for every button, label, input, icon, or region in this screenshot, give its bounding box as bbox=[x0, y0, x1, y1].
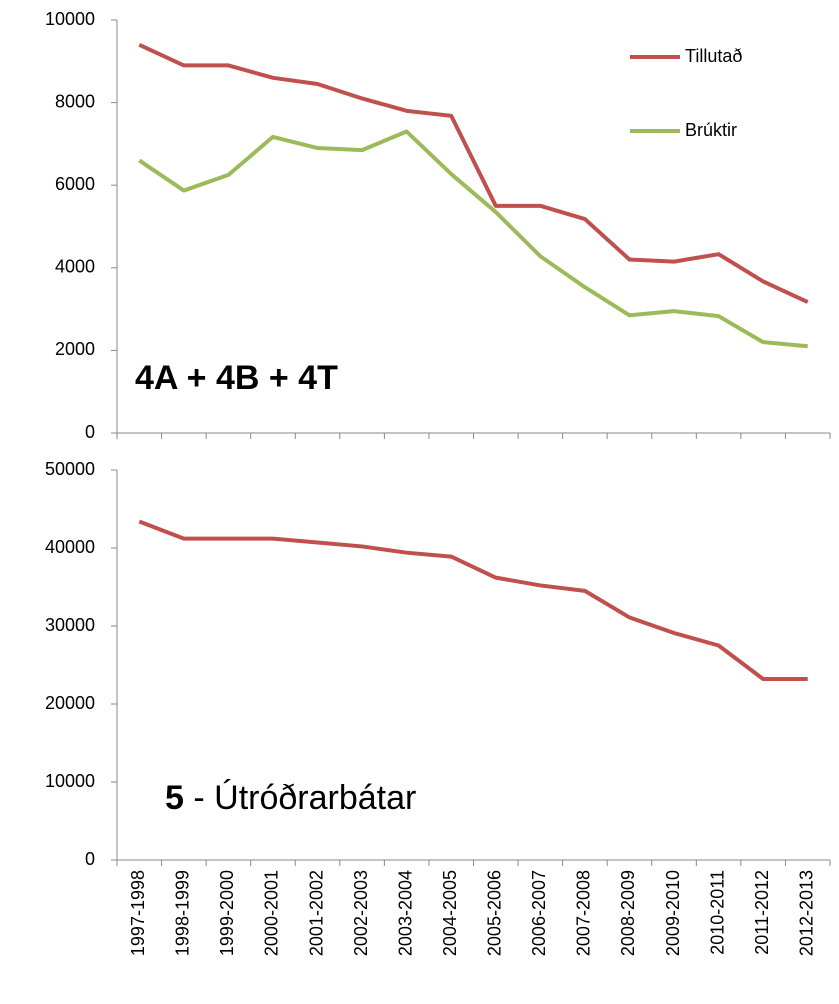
x-tick-label: 2010-2011 bbox=[707, 870, 727, 955]
y-tick-label: 4000 bbox=[55, 257, 95, 277]
x-tick-label: 2004-2005 bbox=[440, 870, 460, 956]
x-tick-label: 2007-2008 bbox=[574, 870, 594, 956]
y-tick-label: 0 bbox=[85, 849, 95, 869]
line bbox=[138, 129, 808, 349]
x-tick-label: 2000-2001 bbox=[262, 870, 282, 956]
line bbox=[138, 42, 809, 304]
x-tick-label: 1998-1999 bbox=[173, 870, 193, 956]
x-tick-label: 2006-2007 bbox=[529, 870, 549, 956]
y-tick-label: 10000 bbox=[45, 771, 95, 791]
y-tick-label: 40000 bbox=[45, 537, 95, 557]
y-tick-label: 10000 bbox=[45, 9, 95, 29]
annotation-bold: 4A + 4B + 4T bbox=[135, 359, 338, 397]
x-tick-label: 1997-1998 bbox=[128, 870, 148, 956]
x-tick-label: 2011-2012 bbox=[752, 870, 772, 955]
y-tick-label: 20000 bbox=[45, 693, 95, 713]
annotation-bold: 5 bbox=[165, 779, 184, 817]
x-tick-label: 2002-2003 bbox=[351, 870, 371, 956]
y-tick-label: 50000 bbox=[45, 459, 95, 479]
y-tick-label: 30000 bbox=[45, 615, 95, 635]
x-tick-label: 2009-2010 bbox=[663, 870, 683, 956]
annotation: 4A + 4B + 4T bbox=[135, 359, 338, 397]
y-tick-label: 8000 bbox=[55, 91, 95, 111]
annotation-text: - Útróðrarbátar bbox=[184, 779, 416, 817]
line bbox=[138, 519, 808, 682]
x-tick-label: 2008-2009 bbox=[618, 870, 638, 956]
y-tick-label: 0 bbox=[85, 422, 95, 442]
x-tick-label: 2005-2006 bbox=[485, 870, 505, 956]
x-tick-label: 2001-2002 bbox=[306, 870, 326, 956]
y-tick-label: 2000 bbox=[55, 339, 95, 359]
x-tick-label: 1999-2000 bbox=[217, 870, 237, 956]
x-tick-label: 2012-2013 bbox=[796, 870, 816, 956]
y-tick-label: 6000 bbox=[55, 174, 95, 194]
annotation: 5 - Útróðrarbátar bbox=[165, 779, 416, 817]
x-tick-label: 2003-2004 bbox=[395, 870, 415, 956]
legend-label: Brúktir bbox=[685, 120, 737, 140]
legend-label: Tillutað bbox=[685, 46, 742, 66]
